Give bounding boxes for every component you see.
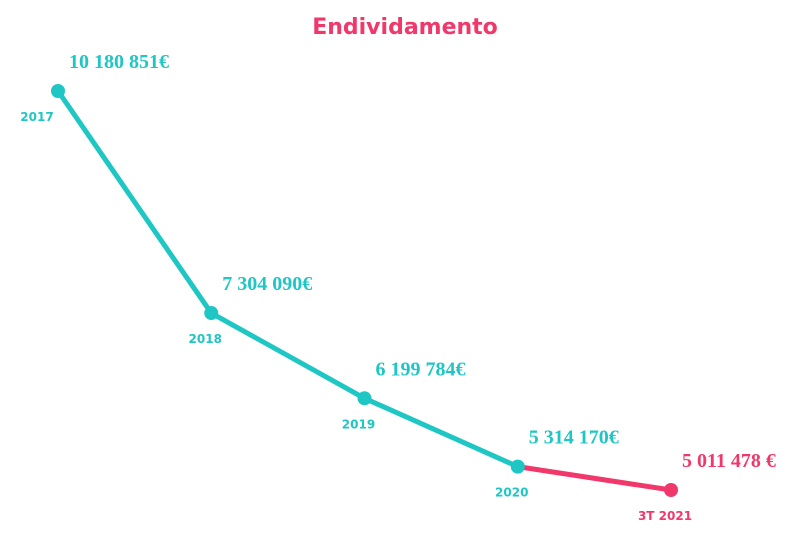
- line-segment: [362, 395, 521, 470]
- data-point: [510, 459, 525, 474]
- data-point: [51, 84, 65, 98]
- category-label: 2018: [189, 332, 222, 346]
- category-label: 2020: [495, 486, 528, 500]
- data-point: [204, 306, 219, 321]
- category-label: 2019: [342, 417, 375, 431]
- line-segment: [208, 310, 367, 401]
- category-label: 2017: [20, 110, 53, 124]
- data-point: [357, 391, 372, 406]
- data-point: [664, 483, 678, 497]
- value-label: 7 304 090€: [222, 273, 312, 295]
- category-label: 3T 2021: [638, 509, 692, 523]
- line-segment: [55, 88, 214, 316]
- value-label: 10 180 851€: [69, 51, 169, 73]
- value-label: 5 011 478 €: [682, 450, 776, 472]
- chart-title: Endividamento: [312, 15, 498, 40]
- value-label: 6 199 784€: [376, 358, 466, 380]
- line-segment: [515, 464, 674, 493]
- value-label: 5 314 170€: [529, 427, 619, 449]
